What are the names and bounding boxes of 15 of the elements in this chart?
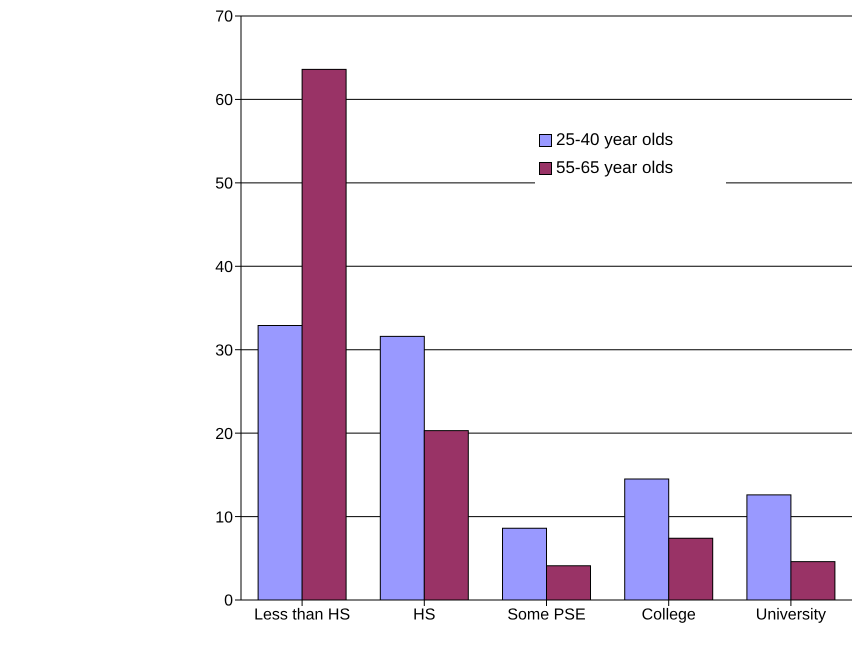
y-tick-label: 50 — [215, 176, 234, 193]
x-tick-label: College — [642, 606, 696, 624]
x-tick-label: Less than HS — [254, 606, 350, 624]
x-tick-label: Some PSE — [507, 606, 586, 624]
legend-label: 25-40 year olds — [556, 129, 674, 151]
y-tick-label: 40 — [215, 258, 234, 276]
legend-label: 55-65 year olds — [556, 157, 674, 179]
y-tick-label: 0 — [224, 592, 234, 610]
x-tick-label: University — [756, 606, 826, 624]
y-tick-label: 20 — [215, 426, 234, 443]
y-tick-label: 60 — [215, 92, 234, 110]
y-tick-label: 30 — [215, 342, 234, 360]
y-tick-label: 10 — [215, 509, 234, 526]
y-tick-label: 70 — [215, 8, 234, 26]
x-tick-label: HS — [413, 606, 436, 624]
